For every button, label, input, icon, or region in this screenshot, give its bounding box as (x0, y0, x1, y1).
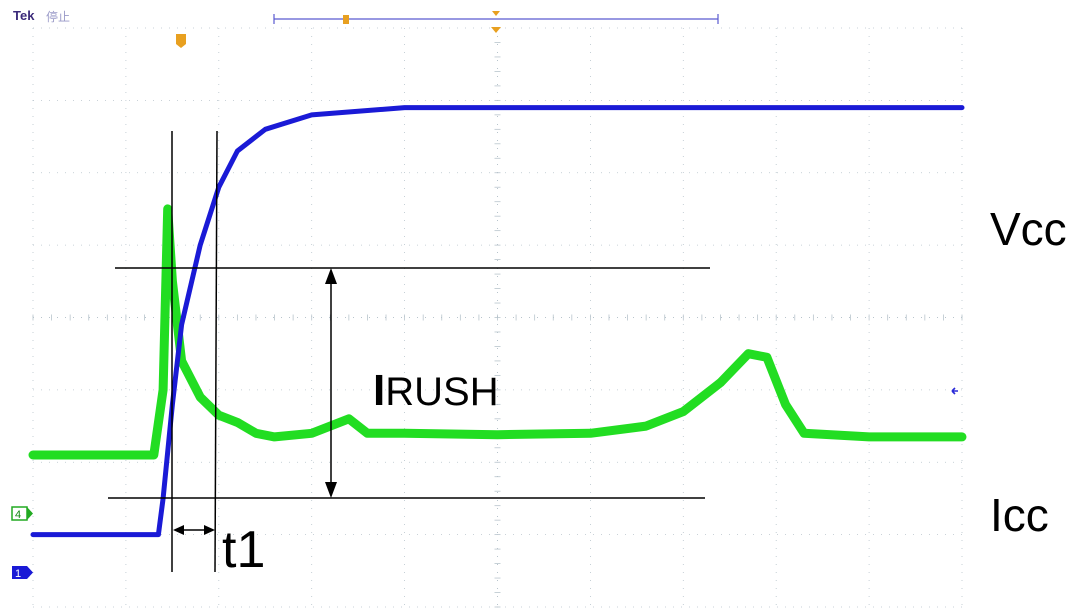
trigger-level-arrow (951, 387, 958, 395)
t1-end-cursor (214, 130, 218, 573)
brand-logo: Tek (13, 8, 35, 23)
icc-label: Icc (990, 489, 1049, 541)
irush-main-text: I (373, 366, 386, 415)
irush-label: IRUSH (373, 366, 499, 416)
t1-label: t1 (222, 521, 266, 579)
graticule (32, 27, 963, 608)
channel-1-label: 1 (15, 568, 21, 580)
measurement-annotations (108, 130, 710, 573)
record-position-bar (273, 11, 719, 24)
irush-arrow (325, 268, 337, 498)
vcc-trace (30, 105, 965, 538)
channel-1-marker: 1 (12, 566, 33, 580)
vcc-label: Vcc (990, 203, 1067, 255)
waveform-traces (28, 105, 967, 538)
acquisition-status: 停止 (46, 10, 71, 24)
trigger-position-marker (176, 27, 501, 48)
t1-arrow (173, 525, 215, 535)
channel-4-label: 4 (15, 509, 21, 521)
channel-4-marker: 4 (11, 506, 33, 521)
icc-trace (28, 204, 967, 460)
irush-subscript: RUSH (385, 370, 499, 414)
